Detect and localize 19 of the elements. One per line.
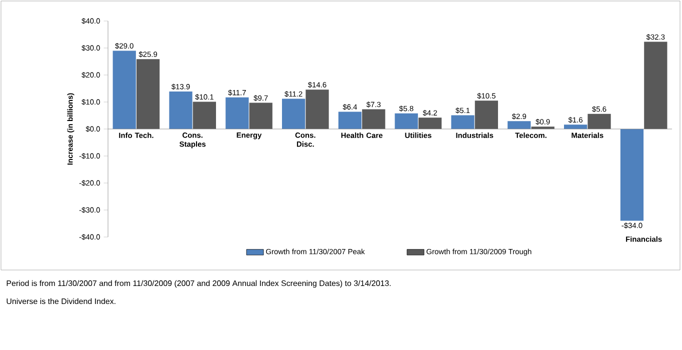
bar <box>338 112 362 129</box>
bar <box>418 118 442 129</box>
bar <box>169 91 192 129</box>
bar <box>474 100 498 129</box>
bar <box>192 102 216 129</box>
bar <box>362 109 386 129</box>
bar <box>249 102 272 129</box>
bar <box>588 114 611 129</box>
bar <box>620 129 644 221</box>
bar <box>508 121 531 129</box>
bar <box>226 97 249 129</box>
bar <box>306 90 329 129</box>
bar <box>564 124 588 129</box>
bar <box>136 59 160 129</box>
bar <box>282 98 306 129</box>
bar <box>394 113 418 129</box>
bar <box>112 50 136 129</box>
bar <box>451 115 474 129</box>
bar <box>644 42 668 129</box>
